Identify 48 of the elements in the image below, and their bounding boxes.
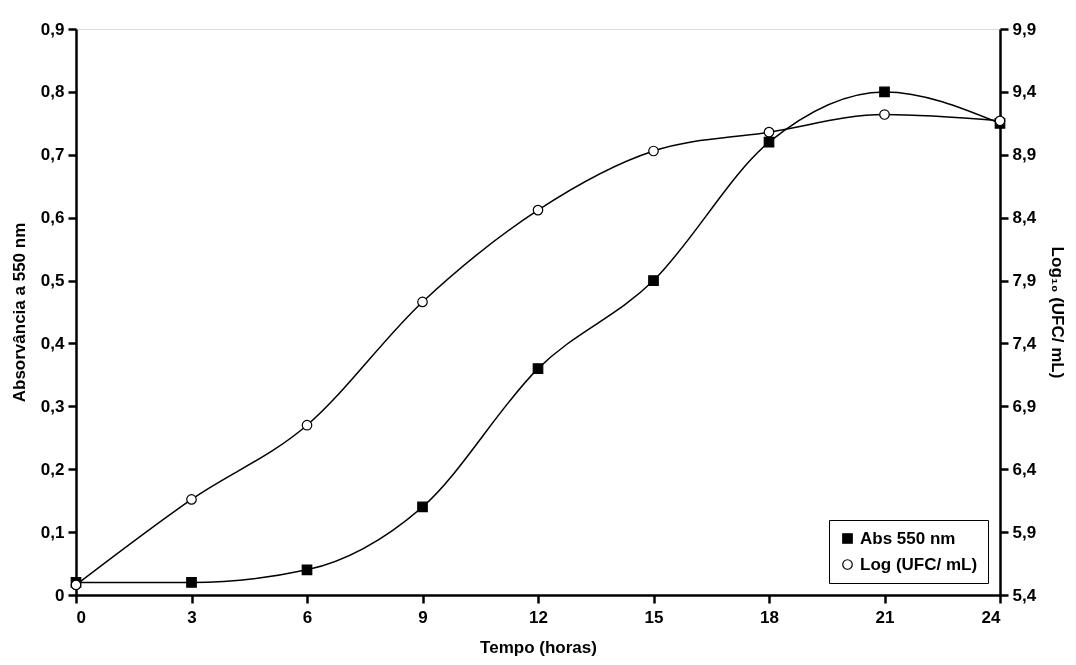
point [301,564,313,576]
legend-label: Log (UFC/ mL) [860,554,978,574]
x-tick-label: 3 [187,607,197,627]
point [532,204,544,216]
y-tick-label: 0,8 [40,82,65,102]
y-tick-label: 0,2 [40,459,65,479]
y2-tick-label: 9,4 [1012,82,1037,102]
x-axis-title: Tempo (horas) [480,637,597,657]
point [417,501,428,513]
y-tick-label: 0,9 [40,19,65,39]
y2-tick-label: 9,9 [1012,19,1037,39]
y-tick-label: 0,6 [40,208,65,228]
y2-tick-label: 7,4 [1012,333,1037,353]
point [301,419,313,431]
y-tick-label: 0,4 [40,333,66,353]
x-tick-label: 15 [644,607,664,627]
y-tick-label: 0,1 [40,522,65,542]
point [763,126,775,138]
point [648,275,659,286]
point [763,136,775,148]
point [186,494,197,505]
y-tick-label: 0,3 [40,396,65,416]
y2-tick-label: 8,4 [1012,208,1037,228]
y2-tick-label: 8,9 [1012,145,1037,165]
y2-tick-label: 5,4 [1012,585,1037,605]
y2-tick-label: 5,9 [1012,522,1037,542]
x-tick-label: 24 [981,607,1002,627]
y-tick-label: 0 [55,585,65,605]
x-tick-label: 18 [760,607,779,627]
y2-tick-label: 7,9 [1012,271,1037,291]
point [879,109,890,120]
x-tick-label: 9 [418,607,428,627]
y2-tick-label: 6,9 [1012,396,1037,416]
point [532,363,544,374]
x-tick-label: 12 [529,607,548,627]
x-tick-label: 0 [76,607,86,627]
x-tick-label: 21 [875,607,895,627]
y-axis-title: Absorvância a 550 nm [9,222,29,403]
y-tick-label: 0,5 [40,271,65,291]
point [417,296,428,308]
y-tick-label: 0,7 [40,145,65,165]
point [186,577,197,588]
point [648,145,659,157]
y2-axis-title: Log₁₀ (UFC/ mL) [1048,246,1068,379]
legend-label: Abs 550 nm [860,528,956,548]
x-tick-label: 6 [302,607,313,627]
y2-tick-label: 6,4 [1012,459,1037,479]
point [879,86,890,98]
